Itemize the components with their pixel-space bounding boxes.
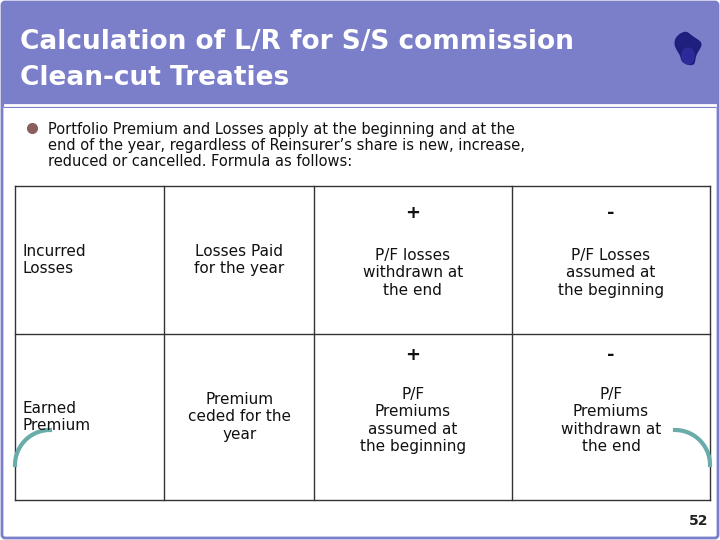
Text: 52: 52 [688,514,708,528]
Text: Portfolio Premium and Losses apply at the beginning and at the: Portfolio Premium and Losses apply at th… [48,122,515,137]
Text: Calculation of L/R for S/S commission: Calculation of L/R for S/S commission [20,29,574,55]
Text: -: - [607,204,615,221]
Text: +: + [405,346,420,364]
Text: -: - [607,346,615,364]
Text: Premium
ceded for the
year: Premium ceded for the year [188,392,291,442]
Polygon shape [682,48,694,64]
Bar [5,5,715,105]
Text: P/F losses
withdrawn at
the end: P/F losses withdrawn at the end [363,248,463,298]
Text: P/F
Premiums
assumed at
the beginning: P/F Premiums assumed at the beginning [360,387,466,454]
Text: P/F
Premiums
withdrawn at
the end: P/F Premiums withdrawn at the end [561,387,661,454]
Text: P/F Losses
assumed at
the beginning: P/F Losses assumed at the beginning [558,248,664,298]
Text: end of the year, regardless of Reinsurer’s share is new, increase,: end of the year, regardless of Reinsurer… [48,138,525,153]
Text: +: + [405,204,420,221]
Polygon shape [675,32,701,64]
Text: Clean-cut Treaties: Clean-cut Treaties [20,65,289,91]
Text: Incurred
Losses: Incurred Losses [23,244,86,276]
Text: Losses Paid
for the year: Losses Paid for the year [194,244,284,276]
Text: reduced or cancelled. Formula as follows:: reduced or cancelled. Formula as follows… [48,154,352,169]
FancyBboxPatch shape [2,2,718,108]
Text: Earned
Premium: Earned Premium [23,401,91,433]
